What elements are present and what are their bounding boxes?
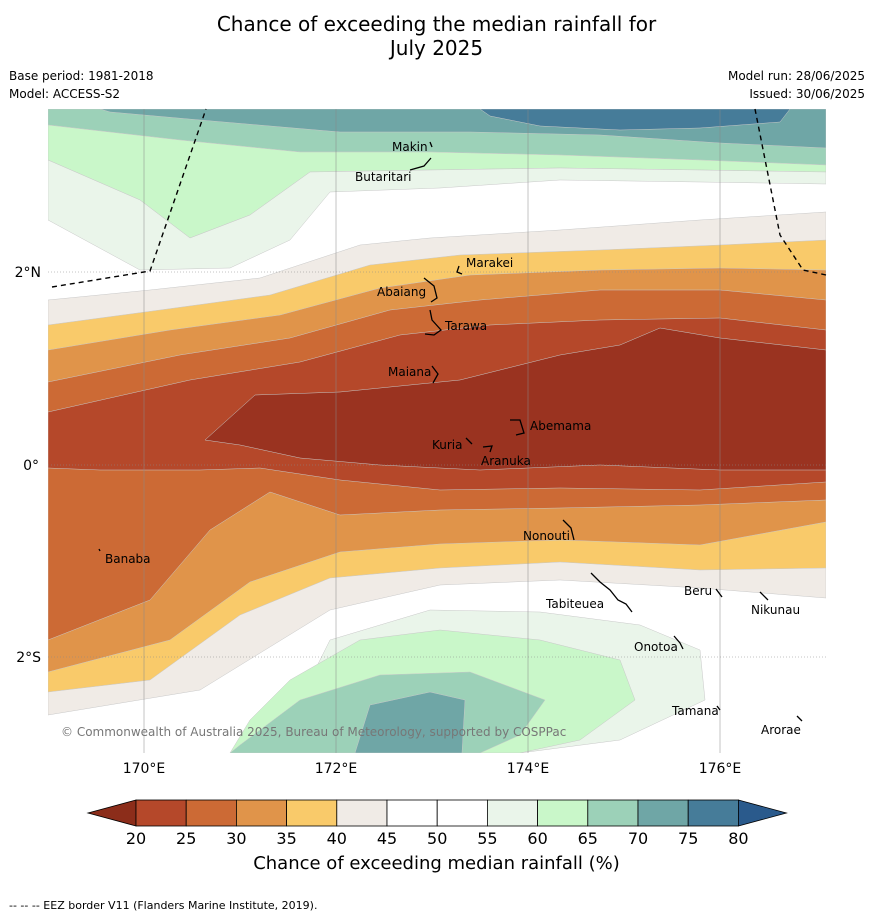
- island-nonouti: [562, 519, 575, 541]
- x-tick-174: 174°E: [507, 761, 550, 777]
- colorbar-segment: [537, 799, 589, 827]
- colorbar-tick: 70: [628, 829, 648, 848]
- colorbar: 20 25 30 35 40 45 50 55 60 65 70 75 80: [86, 799, 788, 848]
- band-20: [204, 327, 826, 471]
- colorbar-tick: 50: [427, 829, 447, 848]
- label-nonouti: Nonouti: [523, 529, 570, 543]
- label-butaritari: Butaritari: [355, 170, 412, 184]
- title-line-2: July 2025: [389, 36, 484, 60]
- x-tick-176: 176°E: [699, 761, 742, 777]
- copyright-text: © Commonwealth of Australia 2025, Bureau…: [61, 725, 566, 739]
- colorbar-tick: 35: [276, 829, 296, 848]
- island-banaba: [98, 548, 101, 552]
- island-onotoa: [673, 635, 684, 650]
- eez-border-east: [754, 108, 827, 276]
- colorbar-segment: [185, 799, 237, 827]
- label-makin: Makin: [392, 140, 428, 154]
- y-tick-2s: 2°S: [16, 650, 41, 666]
- island-aranuka: [482, 445, 493, 453]
- meta-left: Base period: 1981-2018 Model: ACCESS-S2: [9, 67, 154, 103]
- x-tick-170: 170°E: [123, 761, 166, 777]
- y-tick-0: 0°: [23, 458, 39, 474]
- colorbar-segment: [235, 799, 287, 827]
- colorbar-segment: [386, 799, 438, 827]
- colorbar-label: Chance of exceeding median rainfall (%): [253, 853, 620, 874]
- island-tarawa: [424, 309, 442, 336]
- label-marakei: Marakei: [466, 256, 513, 270]
- label-aranuka: Aranuka: [481, 454, 531, 468]
- label-tabiteuea: Tabiteuea: [545, 597, 604, 611]
- label-maiana: Maiana: [388, 365, 431, 379]
- meta-right: Model run: 28/06/2025 Issued: 30/06/2025: [728, 67, 865, 103]
- y-tick-2n: 2°N: [15, 265, 41, 281]
- island-makin: [429, 141, 433, 148]
- colorbar-tick: 80: [728, 829, 748, 848]
- island-marakei: [456, 265, 463, 275]
- colorbar-segment: [587, 799, 639, 827]
- colorbar-segment: [336, 799, 388, 827]
- x-tick-172: 172°E: [315, 761, 358, 777]
- island-arorae: [796, 715, 803, 722]
- island-nikunau: [759, 591, 769, 601]
- island-abemama: [510, 419, 525, 436]
- colorbar-tick: 60: [527, 829, 547, 848]
- island-maiana: [431, 365, 439, 384]
- gridlines: [48, 109, 826, 753]
- label-beru: Beru: [684, 584, 712, 598]
- colorbar-segment: [286, 799, 338, 827]
- colorbar-tick: 45: [377, 829, 397, 848]
- band-55-top: [48, 159, 826, 271]
- issued-date: Issued: 30/06/2025: [749, 87, 865, 101]
- footer-note: -- -- -- EEZ border V11 (Flanders Marine…: [9, 899, 318, 912]
- island-abaiang: [423, 277, 438, 303]
- colorbar-tick: 40: [327, 829, 347, 848]
- title-line-1: Chance of exceeding the median rainfall …: [216, 12, 657, 36]
- place-labels: Makin Butaritari Marakei Abaiang Tarawa …: [105, 140, 801, 737]
- colorbar-segment: [135, 799, 187, 827]
- band-70-bottom: [354, 691, 466, 753]
- colorbar-arrow-high: [738, 799, 788, 827]
- contour-field: [48, 109, 826, 753]
- island-beru: [715, 588, 723, 598]
- model-run: Model run: 28/06/2025: [727, 69, 865, 83]
- colorbar-arrow-low: [86, 799, 137, 827]
- label-abaiang: Abaiang: [377, 285, 426, 299]
- colorbar-tick: 25: [176, 829, 196, 848]
- base-period: Base period: 1981-2018: [9, 69, 154, 83]
- axis-labels: 170°E 172°E 174°E 176°E 2°N 0° 2°S: [15, 265, 742, 777]
- colorbar-segment: [486, 799, 538, 827]
- colorbar-tick: 65: [578, 829, 598, 848]
- label-tamana: Tamana: [671, 704, 719, 718]
- label-nikunau: Nikunau: [751, 603, 800, 617]
- label-kuria: Kuria: [432, 438, 463, 452]
- colorbar-tick: 20: [126, 829, 146, 848]
- colorbar-segment: [637, 799, 689, 827]
- colorbar-tick: 55: [477, 829, 497, 848]
- colorbar-tick: 30: [226, 829, 246, 848]
- island-tabiteuea: [590, 572, 633, 613]
- colorbar-segment: [436, 799, 488, 827]
- band-75-top: [479, 109, 791, 131]
- model-name: Model: ACCESS-S2: [9, 87, 121, 101]
- label-abemama: Abemama: [530, 419, 591, 433]
- colorbar-segment: [687, 799, 739, 827]
- label-arorae: Arorae: [761, 723, 801, 737]
- label-tarawa: Tarawa: [444, 319, 487, 333]
- island-butaritari: [409, 157, 432, 171]
- island-outlines: [98, 141, 803, 722]
- label-banaba: Banaba: [105, 552, 151, 566]
- eez-border-west: [51, 108, 207, 288]
- colorbar-tick: 75: [678, 829, 698, 848]
- eez-border: [51, 108, 827, 288]
- label-onotoa: Onotoa: [634, 640, 678, 654]
- island-kuria: [465, 437, 473, 445]
- island-tamana: [716, 705, 721, 711]
- map-title: Chance of exceeding the median rainfall …: [0, 12, 873, 60]
